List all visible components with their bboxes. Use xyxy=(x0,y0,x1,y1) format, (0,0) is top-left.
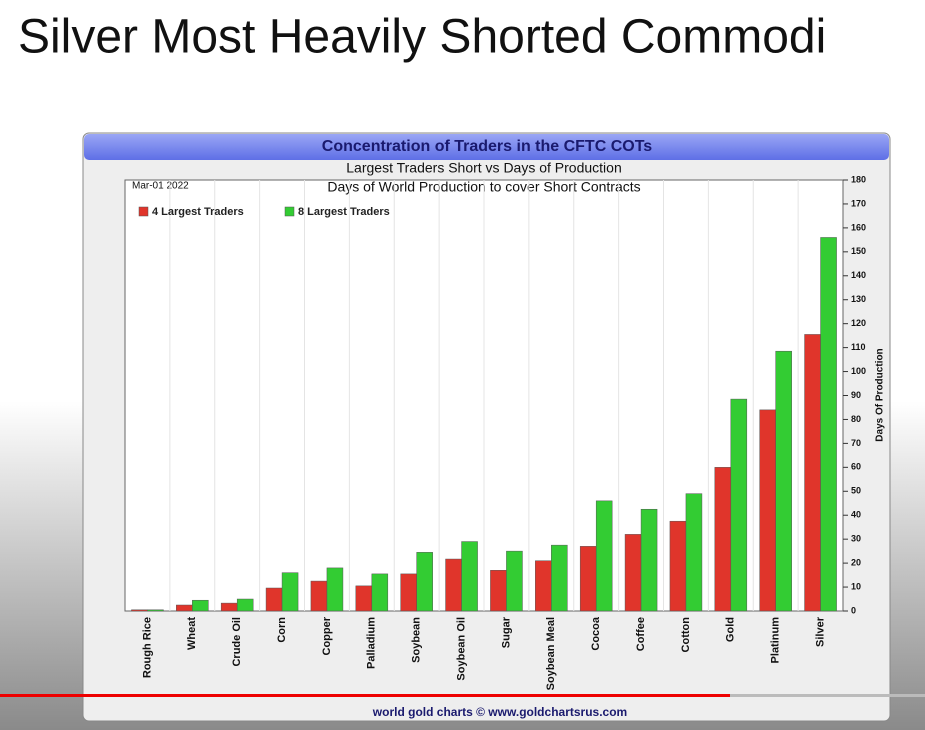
y-axis-label: Days Of Production xyxy=(875,348,886,441)
bar xyxy=(669,520,687,612)
x-tick-label: Soybean xyxy=(411,617,423,663)
y-tick-label: 10 xyxy=(851,581,861,591)
bar xyxy=(416,552,433,612)
legend-label: 4 Largest Traders xyxy=(152,206,244,218)
bar xyxy=(551,544,568,612)
y-tick-label: 90 xyxy=(851,390,861,400)
x-tick-label: Platinum xyxy=(770,617,782,664)
bar xyxy=(624,534,642,612)
chart-header xyxy=(84,134,889,160)
x-tick-label: Sugar xyxy=(500,616,512,648)
y-tick-label: 180 xyxy=(851,174,866,184)
date-label: Mar-01 2022 xyxy=(132,181,189,192)
x-tick-label: Cotton xyxy=(680,617,692,653)
bar xyxy=(730,398,748,612)
bar xyxy=(820,237,837,612)
y-tick-label: 170 xyxy=(851,198,866,208)
x-tick-label: Silver xyxy=(814,616,826,647)
bar xyxy=(176,604,193,612)
bar xyxy=(490,570,507,612)
x-tick-label: Coffee xyxy=(635,617,647,651)
bar xyxy=(400,573,417,612)
bar xyxy=(579,546,597,612)
x-tick-label: Wheat xyxy=(186,617,198,650)
y-tick-label: 100 xyxy=(851,366,866,376)
y-tick-label: 50 xyxy=(851,486,861,496)
y-tick-label: 30 xyxy=(851,534,861,544)
video-progress-bar xyxy=(0,694,730,697)
y-tick-label: 70 xyxy=(851,438,861,448)
bar xyxy=(461,541,478,612)
x-tick-label: Copper xyxy=(321,616,333,655)
y-tick-label: 150 xyxy=(851,246,866,256)
bar xyxy=(265,587,283,612)
y-tick-label: 80 xyxy=(851,414,861,424)
chart-subtitle: Largest Traders Short vs Days of Product… xyxy=(346,160,621,176)
bar xyxy=(506,550,523,612)
source-label: world gold charts © www.goldchartsrus.co… xyxy=(372,705,627,719)
y-tick-label: 120 xyxy=(851,318,866,328)
chart-title: Concentration of Traders in the CFTC COT… xyxy=(322,138,652,155)
bar xyxy=(326,567,344,612)
bar xyxy=(445,558,462,612)
bar xyxy=(759,409,776,612)
bar xyxy=(535,560,552,612)
y-tick-label: 110 xyxy=(851,342,866,352)
y-tick-label: 0 xyxy=(851,605,856,615)
bar xyxy=(640,508,658,612)
x-tick-label: Soybean Meal xyxy=(545,617,557,690)
bar xyxy=(281,572,299,612)
bar xyxy=(371,573,389,612)
bar xyxy=(595,500,613,612)
y-tick-label: 130 xyxy=(851,294,866,304)
bar xyxy=(220,602,238,612)
legend-swatch xyxy=(138,206,149,217)
bar xyxy=(355,585,373,612)
bar xyxy=(714,467,732,612)
bar xyxy=(804,334,821,612)
bar xyxy=(310,580,328,612)
x-tick-label: Crude Oil xyxy=(231,617,243,667)
bar xyxy=(775,350,792,612)
bar xyxy=(685,493,703,612)
legend-label: 8 Largest Traders xyxy=(298,206,390,218)
y-tick-label: 20 xyxy=(851,557,861,567)
x-tick-label: Soybean Oil xyxy=(455,617,467,681)
x-tick-label: Rough Rice xyxy=(141,617,153,678)
legend-swatch xyxy=(284,206,295,217)
x-tick-label: Gold xyxy=(725,617,737,642)
y-tick-label: 160 xyxy=(851,222,866,232)
x-tick-label: Palladium xyxy=(366,617,378,669)
x-tick-label: Cocoa xyxy=(590,616,602,651)
y-tick-label: 40 xyxy=(851,510,861,520)
bar xyxy=(236,598,254,612)
y-tick-label: 60 xyxy=(851,462,861,472)
bar xyxy=(131,609,148,612)
y-tick-label: 140 xyxy=(851,270,866,280)
slide-title: Silver Most Heavily Shorted Commodi xyxy=(18,11,826,64)
x-tick-label: Corn xyxy=(276,617,288,643)
bar xyxy=(192,599,209,612)
bar xyxy=(147,609,164,612)
